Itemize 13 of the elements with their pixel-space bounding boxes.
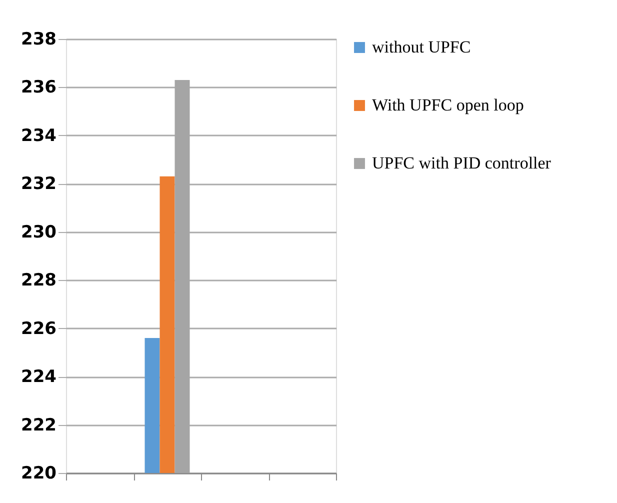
legend-label: With UPFC open loop: [372, 96, 524, 114]
y-tick-label: 220: [21, 464, 57, 484]
y-tick-label: 222: [21, 415, 56, 436]
legend-label: without UPFC: [372, 38, 471, 56]
legend-label: UPFC with PID controller: [372, 154, 552, 172]
y-tick-label: 238: [21, 30, 56, 50]
y-tick-label: 224: [21, 367, 57, 388]
y-tick-label: 234: [21, 126, 57, 146]
y-tick-label: 228: [21, 270, 56, 291]
y-tick-label: 226: [21, 318, 56, 339]
y-tick-label: 236: [21, 78, 56, 98]
y-tick-label: 232: [21, 174, 56, 194]
y-tick-label: 230: [21, 222, 57, 242]
